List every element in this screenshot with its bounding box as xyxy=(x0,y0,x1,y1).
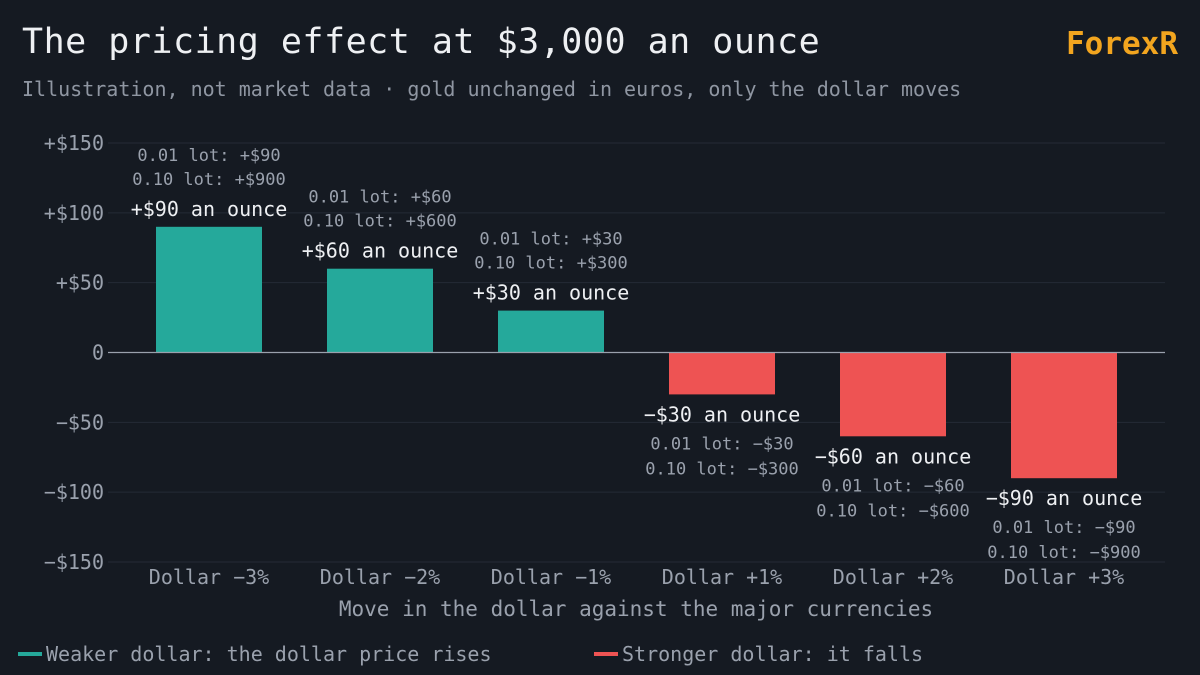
y-tick-label: −$50 xyxy=(56,410,104,434)
y-tick-label: −$100 xyxy=(44,480,104,504)
lot-010-label: 0.10 lot: −$600 xyxy=(816,501,970,521)
bar-5 xyxy=(840,352,946,437)
bar-4 xyxy=(669,352,775,395)
x-tick-label: Dollar +1% xyxy=(662,565,782,589)
y-tick-label: 0 xyxy=(92,341,104,365)
bar-chart: +$150 +$100 +$50 0 −$50 −$100 −$150 +$90 an oun… xyxy=(44,131,1165,621)
bar-3 xyxy=(498,310,604,353)
chart-legend: Weaker dollar: the dollar price rises St… xyxy=(18,642,1200,670)
legend-label-weaker-dollar: Weaker dollar: the dollar price rises xyxy=(46,642,492,666)
lot-010-label: 0.10 lot: +$300 xyxy=(474,254,628,274)
bar-value-label: +$30 an ounce xyxy=(473,281,630,305)
bar-value-label: −$30 an ounce xyxy=(644,402,801,426)
bar-value-label: +$90 an ounce xyxy=(131,197,288,221)
x-tick-label: Dollar −2% xyxy=(320,565,440,589)
chart-title: The pricing effect at $3,000 an ounce xyxy=(22,22,821,62)
bar-1 xyxy=(156,226,262,353)
y-tick-label: +$150 xyxy=(44,131,104,155)
bar-6 xyxy=(1011,352,1117,479)
bar-value-label: −$60 an ounce xyxy=(815,444,972,468)
brand-logo: ForexR xyxy=(1066,26,1178,62)
chart-subtitle: Illustration, not market data · gold unc… xyxy=(22,77,962,101)
x-tick-label: Dollar +3% xyxy=(1004,565,1124,589)
bar-value-label: −$90 an ounce xyxy=(986,486,1143,510)
x-tick-label: Dollar −3% xyxy=(149,565,269,589)
legend-item-stronger-dollar: Stronger dollar: it falls xyxy=(594,642,923,666)
x-tick-label: Dollar −1% xyxy=(491,565,611,589)
lot-001-label: 0.01 lot: −$30 xyxy=(650,434,793,454)
lot-001-label: 0.01 lot: +$30 xyxy=(479,230,622,250)
lot-010-label: 0.10 lot: −$300 xyxy=(645,459,799,479)
y-tick-label: +$100 xyxy=(44,201,104,225)
lot-001-label: 0.01 lot: −$90 xyxy=(992,518,1135,538)
lot-010-label: 0.10 lot: +$600 xyxy=(303,212,457,232)
lot-001-label: 0.01 lot: −$60 xyxy=(821,476,964,496)
bar-value-label: +$60 an ounce xyxy=(302,239,459,263)
lot-010-label: 0.10 lot: +$900 xyxy=(132,170,286,190)
y-tick-label: −$150 xyxy=(44,550,104,574)
bar-2 xyxy=(327,268,433,353)
lot-001-label: 0.01 lot: +$90 xyxy=(137,146,280,166)
y-tick-label: +$50 xyxy=(56,271,104,295)
legend-swatch-positive xyxy=(18,652,42,656)
lot-001-label: 0.01 lot: +$60 xyxy=(308,188,451,208)
legend-label-stronger-dollar: Stronger dollar: it falls xyxy=(622,642,924,666)
legend-item-weaker-dollar: Weaker dollar: the dollar price rises xyxy=(18,642,492,666)
x-tick-label: Dollar +2% xyxy=(833,565,953,589)
lot-010-label: 0.10 lot: −$900 xyxy=(987,543,1141,563)
x-axis-title: Move in the dollar against the major cur… xyxy=(339,597,933,621)
legend-swatch-negative xyxy=(594,652,618,656)
